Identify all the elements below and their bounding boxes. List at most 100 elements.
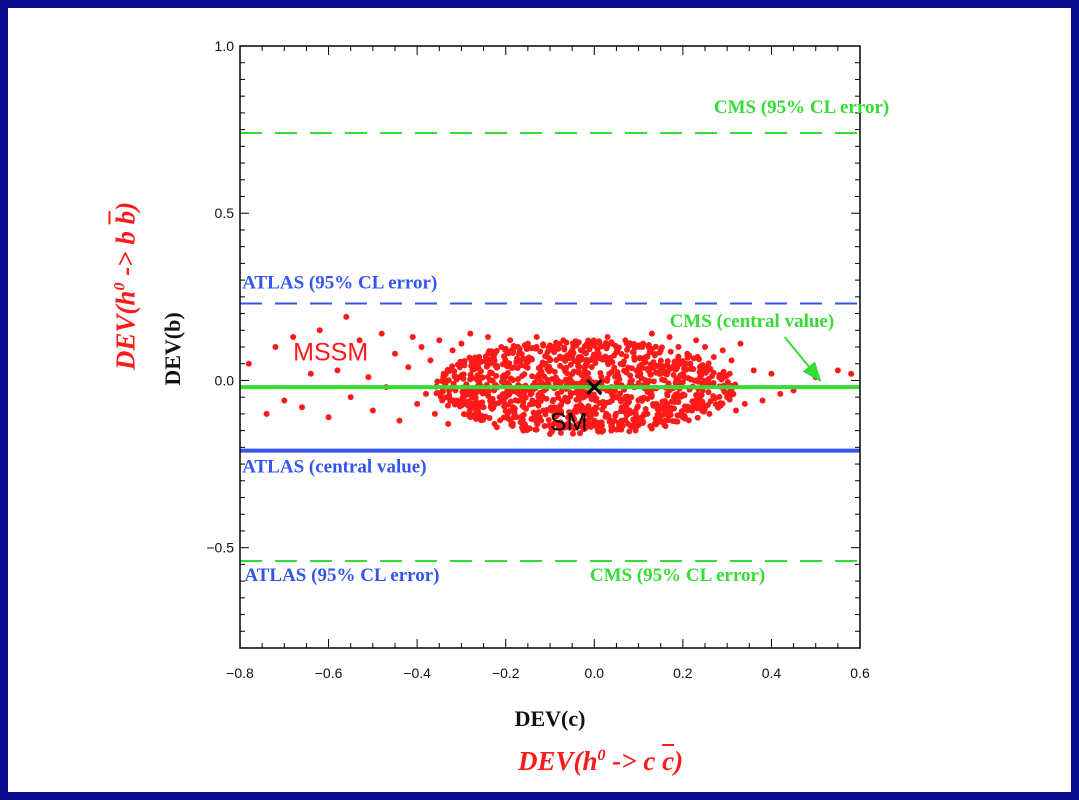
mssm-point	[564, 398, 571, 405]
mssm-point	[316, 327, 323, 334]
mssm-point	[640, 394, 647, 401]
mssm-point	[689, 407, 696, 414]
sm-marker	[586, 379, 603, 396]
mssm-point	[582, 377, 589, 384]
mssm-point	[533, 374, 540, 381]
annotation-cms-95-upper-label: CMS (95% CL error)	[714, 97, 889, 118]
mssm-point	[548, 424, 555, 431]
mssm-point	[530, 400, 537, 407]
mssm-point	[635, 380, 642, 387]
mssm-point	[693, 337, 700, 344]
mssm-point	[617, 396, 624, 403]
mssm-point	[456, 403, 463, 410]
mssm-point	[494, 362, 501, 369]
mssm-point	[710, 354, 717, 361]
annotation-atlas-central-label: ATLAS (central value)	[242, 456, 426, 477]
mssm-point	[570, 368, 577, 375]
mssm-point	[405, 364, 412, 371]
mssm-point	[586, 414, 593, 421]
mssm-point	[675, 344, 682, 350]
mssm-point	[497, 417, 504, 424]
mssm-point	[593, 395, 600, 402]
mssm-point	[639, 420, 646, 427]
mssm-point	[635, 365, 642, 372]
mssm-point	[449, 347, 456, 354]
mssm-point	[466, 354, 473, 361]
mssm-point	[627, 372, 634, 379]
mssm-point	[628, 365, 635, 372]
mssm-point	[489, 395, 496, 402]
mssm-point	[541, 423, 548, 430]
mssm-point	[563, 370, 570, 377]
mssm-point	[575, 357, 582, 364]
mssm-point	[699, 407, 706, 414]
mssm-point	[446, 367, 453, 374]
annotation-atlas-95-lower-label: ATLAS (95% CL error)	[244, 565, 439, 586]
mssm-point	[663, 368, 670, 375]
mssm-point	[431, 410, 438, 417]
mssm-point	[667, 406, 674, 413]
mssm-point	[657, 367, 664, 374]
mssm-point	[537, 348, 544, 355]
mssm-point	[467, 330, 474, 337]
mssm-point	[633, 342, 640, 349]
mssm-point	[720, 368, 727, 375]
mssm-point	[343, 313, 350, 320]
x-tick-label: 0.0	[585, 665, 605, 681]
mssm-point	[581, 425, 588, 432]
mssm-point	[474, 372, 481, 379]
mssm-point	[613, 426, 620, 433]
mssm-point	[551, 368, 558, 375]
mssm-point	[678, 393, 685, 400]
mssm-point	[470, 357, 477, 364]
mssm-point	[538, 378, 545, 385]
mssm-point	[504, 388, 511, 395]
mssm-point	[557, 419, 564, 426]
mssm-point	[418, 344, 425, 350]
mssm-point	[608, 339, 615, 346]
mssm-point	[469, 375, 476, 382]
mssm-point	[444, 402, 451, 409]
mssm-point	[553, 406, 560, 413]
mssm-point	[626, 428, 633, 435]
mssm-point	[476, 413, 483, 420]
mssm-point	[414, 400, 421, 407]
mssm-point	[469, 366, 476, 373]
x-tick-label: −0.6	[315, 665, 343, 681]
mssm-point	[616, 419, 623, 426]
mssm-point	[579, 348, 586, 355]
mssm-point	[524, 427, 531, 434]
mssm-point	[550, 396, 557, 403]
mssm-point	[658, 344, 665, 351]
mssm-point	[549, 347, 556, 354]
mssm-point	[521, 371, 528, 378]
mssm-point	[595, 428, 602, 435]
mssm-point	[591, 351, 598, 358]
mssm-point	[281, 397, 288, 404]
annotation-cms-central-label: CMS (central value)	[670, 311, 835, 332]
mssm-point	[556, 410, 563, 417]
mssm-label: MSSM	[293, 338, 368, 366]
mssm-point	[556, 340, 563, 347]
mssm-point	[726, 370, 733, 377]
mssm-point	[654, 404, 661, 411]
mssm-point	[650, 378, 657, 385]
mssm-point	[582, 420, 589, 427]
mssm-point	[592, 404, 599, 411]
mssm-point	[568, 413, 575, 420]
mssm-point	[664, 358, 671, 365]
mssm-point	[621, 417, 628, 424]
mssm-point	[555, 394, 562, 401]
mssm-point	[670, 371, 677, 378]
annotation-atlas-95-upper-label: ATLAS (95% CL error)	[242, 272, 437, 293]
mssm-point	[622, 401, 629, 408]
mssm-point	[663, 409, 670, 416]
mssm-point	[712, 395, 719, 402]
mssm-point	[613, 379, 620, 386]
mssm-point	[478, 358, 485, 365]
mssm-point	[601, 401, 608, 408]
mssm-point	[705, 389, 712, 396]
mssm-point	[608, 422, 615, 429]
mssm-point	[632, 427, 639, 434]
mssm-point	[631, 356, 638, 363]
